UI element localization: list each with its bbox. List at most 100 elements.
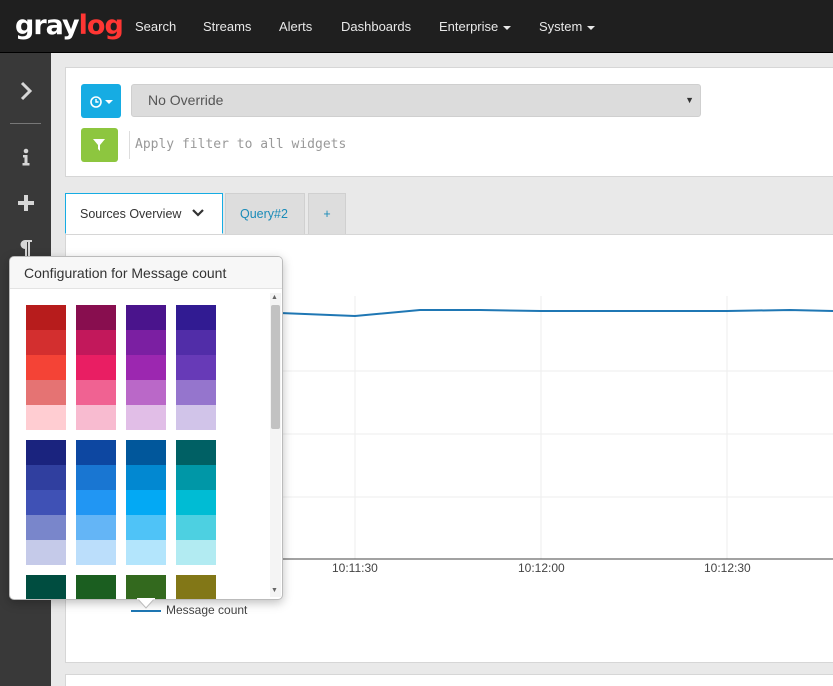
color-swatch[interactable] [176, 380, 216, 405]
tab-sources-overview[interactable]: Sources Overview [65, 193, 223, 234]
color-swatch[interactable] [26, 540, 66, 565]
color-swatch[interactable] [76, 355, 116, 380]
filter-icon [93, 139, 105, 151]
palette-column [76, 305, 116, 430]
popover-title: Configuration for Message count [10, 257, 282, 289]
legend-label: Message count [166, 603, 248, 617]
color-swatch[interactable] [176, 440, 216, 465]
x-tick-label: 10:12:30 [704, 561, 751, 575]
color-swatch[interactable] [126, 440, 166, 465]
message-count-line [279, 308, 833, 318]
filter-input[interactable]: Apply filter to all widgets [129, 131, 629, 159]
color-swatch[interactable] [26, 405, 66, 430]
palette-column [126, 440, 166, 565]
time-range-button[interactable] [81, 84, 121, 118]
color-swatch[interactable] [26, 490, 66, 515]
nav-system-label: System [539, 19, 583, 34]
color-swatch[interactable] [176, 305, 216, 330]
color-swatch[interactable] [76, 465, 116, 490]
override-value: No Override [148, 92, 224, 108]
color-swatch[interactable] [126, 515, 166, 540]
color-swatch[interactable] [76, 575, 116, 599]
nav-dashboards[interactable]: Dashboards [341, 19, 412, 34]
widget-panel-next [65, 674, 833, 686]
palette-column [176, 575, 216, 599]
x-tick-label: 10:11:30 [332, 561, 378, 575]
color-palette [26, 305, 276, 599]
palette-column [126, 575, 166, 599]
color-swatch[interactable] [76, 405, 116, 430]
color-swatch[interactable] [76, 380, 116, 405]
plus-icon[interactable] [0, 193, 51, 217]
nav-streams[interactable]: Streams [203, 19, 252, 34]
color-swatch[interactable] [126, 540, 166, 565]
color-swatch[interactable] [26, 330, 66, 355]
color-swatch[interactable] [126, 405, 166, 430]
color-swatch[interactable] [76, 515, 116, 540]
chevron-right-icon[interactable] [0, 81, 51, 106]
color-swatch[interactable] [26, 515, 66, 540]
color-swatch[interactable] [76, 305, 116, 330]
color-swatch[interactable] [176, 330, 216, 355]
color-swatch[interactable] [76, 540, 116, 565]
scrollbar-thumb[interactable] [271, 305, 280, 429]
legend-swatch[interactable] [131, 609, 161, 612]
palette-column [76, 440, 116, 565]
nav-alerts[interactable]: Alerts [279, 19, 313, 34]
color-swatch[interactable] [76, 440, 116, 465]
color-swatch[interactable] [176, 515, 216, 540]
nav-enterprise[interactable]: Enterprise [439, 18, 512, 36]
tab-sources-overview-label: Sources Overview [80, 207, 182, 221]
color-swatch[interactable] [126, 355, 166, 380]
nav-system[interactable]: System [539, 18, 596, 36]
tab-query-2[interactable]: Query#2 [225, 193, 305, 234]
query-bar: No Override ▼ Apply filter to all widget… [65, 67, 833, 177]
color-swatch[interactable] [176, 355, 216, 380]
color-swatch[interactable] [176, 405, 216, 430]
paragraph-icon[interactable] [0, 238, 51, 262]
color-swatch[interactable] [26, 440, 66, 465]
color-swatch[interactable] [176, 575, 216, 599]
color-swatch[interactable] [76, 490, 116, 515]
color-swatch[interactable] [26, 355, 66, 380]
top-navbar: graylog Search Streams Alerts Dashboards… [0, 0, 833, 53]
palette-column [176, 440, 216, 565]
scroll-up-icon[interactable]: ▲ [271, 294, 278, 301]
logo-text-log: log [78, 10, 124, 41]
color-swatch[interactable] [176, 465, 216, 490]
graylog-logo[interactable]: graylog [15, 10, 124, 42]
color-swatch[interactable] [126, 305, 166, 330]
caret-down-icon [503, 25, 512, 30]
chart-legend[interactable]: Message count [131, 603, 247, 617]
color-swatch[interactable] [76, 330, 116, 355]
palette-column [26, 440, 66, 565]
color-swatch[interactable] [126, 490, 166, 515]
color-swatch[interactable] [26, 575, 66, 599]
time-override-select[interactable]: No Override ▼ [131, 84, 701, 117]
chevron-down-icon[interactable] [192, 208, 204, 218]
tab-add[interactable]: + [308, 193, 346, 234]
color-config-popover: Configuration for Message count ▲ ▼ [9, 256, 283, 600]
scroll-down-icon[interactable]: ▼ [271, 587, 278, 594]
color-swatch[interactable] [176, 540, 216, 565]
color-swatch[interactable] [126, 380, 166, 405]
palette-column [126, 305, 166, 430]
info-icon[interactable] [0, 147, 51, 171]
filter-button[interactable] [81, 128, 118, 162]
color-swatch[interactable] [176, 490, 216, 515]
scrollbar[interactable] [270, 293, 281, 597]
color-swatch[interactable] [26, 380, 66, 405]
nav-search[interactable]: Search [135, 19, 177, 34]
color-swatch[interactable] [126, 330, 166, 355]
color-swatch[interactable] [126, 575, 166, 599]
nav-enterprise-label: Enterprise [439, 19, 499, 34]
palette-column [176, 305, 216, 430]
caret-down-icon [587, 25, 596, 30]
palette-column [26, 575, 66, 599]
color-swatch[interactable] [126, 465, 166, 490]
x-tick-label: 10:12:00 [518, 561, 565, 575]
color-swatch[interactable] [26, 305, 66, 330]
popover-arrow [137, 598, 155, 609]
color-swatch[interactable] [26, 465, 66, 490]
